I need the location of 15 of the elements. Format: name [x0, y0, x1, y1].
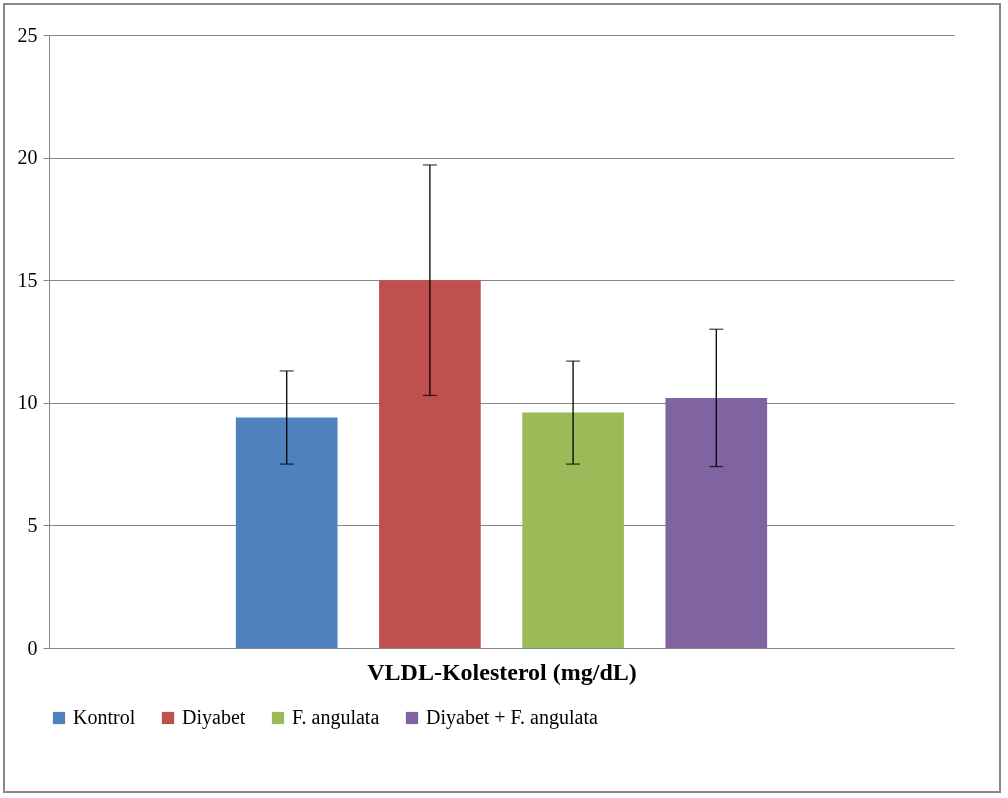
y-tick-label: 25: [17, 23, 38, 46]
y-tick-label: 20: [17, 146, 38, 169]
bar: [665, 397, 768, 648]
bar: [522, 412, 624, 648]
bar: [235, 417, 338, 648]
y-tick-label: 0: [27, 636, 38, 659]
legend-label: F. angulata: [292, 706, 380, 729]
x-axis-title: VLDL-Kolesterol (mg/dL): [367, 658, 637, 685]
y-tick-label: 10: [17, 391, 38, 414]
y-tick-label: 5: [27, 513, 38, 536]
bar: [379, 280, 481, 648]
y-tick-label: 15: [17, 268, 38, 291]
legend-label: Diyabet: [182, 706, 246, 729]
legend-label: Diyabet + F. angulata: [426, 706, 598, 729]
legend-label: Kontrol: [73, 706, 136, 728]
